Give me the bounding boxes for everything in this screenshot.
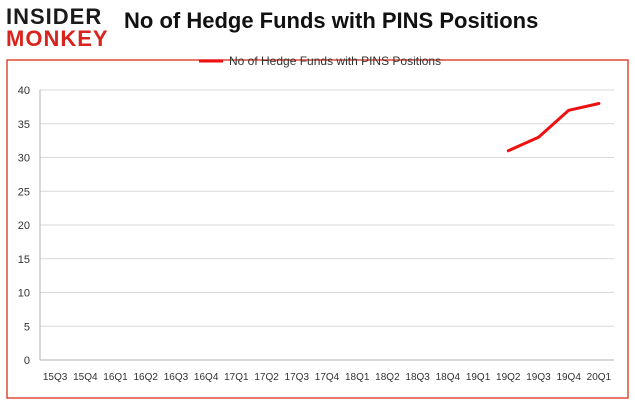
logo-line-1: INSIDER bbox=[6, 4, 103, 29]
y-tick-label: 15 bbox=[18, 254, 30, 266]
legend-label: No of Hedge Funds with PINS Positions bbox=[229, 54, 441, 68]
x-tick-label: 17Q4 bbox=[315, 372, 340, 383]
insider-monkey-logo: INSIDER MONKEY bbox=[6, 4, 118, 54]
x-tick-label: 19Q4 bbox=[556, 372, 581, 383]
series-line bbox=[506, 102, 601, 153]
x-tick-label: 19Q3 bbox=[526, 372, 551, 383]
x-tick-label: 16Q4 bbox=[194, 372, 219, 383]
x-tick-label: 18Q1 bbox=[345, 372, 370, 383]
y-tick-label: 10 bbox=[18, 288, 30, 300]
x-tick-label: 17Q1 bbox=[224, 372, 249, 383]
y-tick-label: 20 bbox=[18, 220, 30, 232]
x-tick-label: 19Q2 bbox=[496, 372, 521, 383]
x-tick-label: 18Q3 bbox=[405, 372, 430, 383]
y-tick-labels: 0 5 10 15 20 25 30 35 40 bbox=[18, 85, 30, 367]
y-tick-label: 25 bbox=[18, 186, 30, 198]
x-tick-label: 16Q2 bbox=[134, 372, 159, 383]
x-tick-label: 20Q1 bbox=[587, 372, 612, 383]
y-tick-label: 30 bbox=[18, 153, 30, 165]
x-tick-label: 16Q1 bbox=[103, 372, 128, 383]
x-tick-label: 19Q1 bbox=[466, 372, 491, 383]
x-tick-label: 15Q3 bbox=[43, 372, 68, 383]
y-tick-label: 35 bbox=[18, 119, 30, 131]
y-tick-label: 0 bbox=[24, 355, 30, 367]
y-tick-label: 5 bbox=[24, 321, 30, 333]
legend: No of Hedge Funds with PINS Positions bbox=[199, 54, 441, 68]
chart-title: No of Hedge Funds with PINS Positions bbox=[124, 8, 539, 33]
logo-line-2: MONKEY bbox=[6, 26, 109, 51]
gridlines bbox=[40, 89, 614, 361]
x-tick-labels: 15Q3 15Q4 16Q1 16Q2 16Q3 16Q4 17Q1 17Q2 17Q3 17Q4… bbox=[43, 372, 612, 383]
axes bbox=[39, 90, 614, 361]
x-tick-label: 16Q3 bbox=[164, 372, 189, 383]
x-tick-label: 17Q3 bbox=[285, 372, 310, 383]
x-tick-label: 15Q4 bbox=[73, 372, 98, 383]
x-tick-label: 18Q4 bbox=[436, 372, 461, 383]
plot-area bbox=[506, 102, 601, 153]
x-tick-label: 17Q2 bbox=[254, 372, 279, 383]
x-tick-label: 18Q2 bbox=[375, 372, 400, 383]
chart-border bbox=[6, 59, 629, 399]
y-tick-label: 40 bbox=[18, 85, 30, 97]
